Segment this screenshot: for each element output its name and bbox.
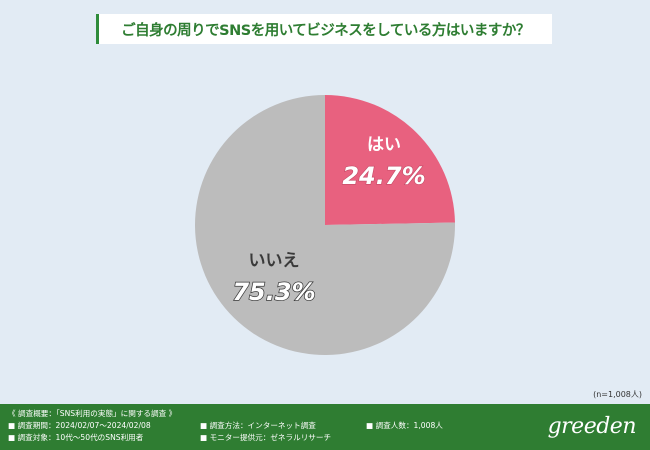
survey-method: ■ 調査方法：インターネット調査 [200, 421, 316, 430]
slice-value-1: 75.3% [232, 278, 315, 306]
pie-slice-0 [325, 94, 455, 225]
greeden-logo: greeden [547, 414, 637, 439]
chart-title: ご自身の周りでSNSを用いてビジネスをしている方はいますか？ [96, 14, 552, 44]
survey-heading: 《 調査概要：「SNS利用の実態」に関する調査 》 [8, 409, 177, 418]
survey-count: ■ 調査人数：1,008人 [366, 421, 443, 430]
sample-size-label: (n=1,008人) [593, 390, 642, 399]
survey-target: ■ 調査対象：10代～50代のSNS利用者 [8, 433, 144, 442]
survey-footer: 《 調査概要：「SNS利用の実態」に関する調査 》 ■ 調査期間：2024/02… [0, 404, 650, 450]
pie-slice-1 [195, 95, 455, 355]
slice-value-0: 24.7% [342, 162, 425, 190]
survey-period: ■ 調査期間：2024/02/07～2024/02/08 [8, 421, 151, 430]
survey-monitor: ■ モニター提供元：ゼネラルリサーチ [200, 433, 332, 442]
slice-label-1: いいえ [249, 251, 300, 271]
slice-label-0: はい [367, 135, 401, 155]
pie-chart: はい 24.7% いいえ 75.3% [195, 94, 455, 355]
